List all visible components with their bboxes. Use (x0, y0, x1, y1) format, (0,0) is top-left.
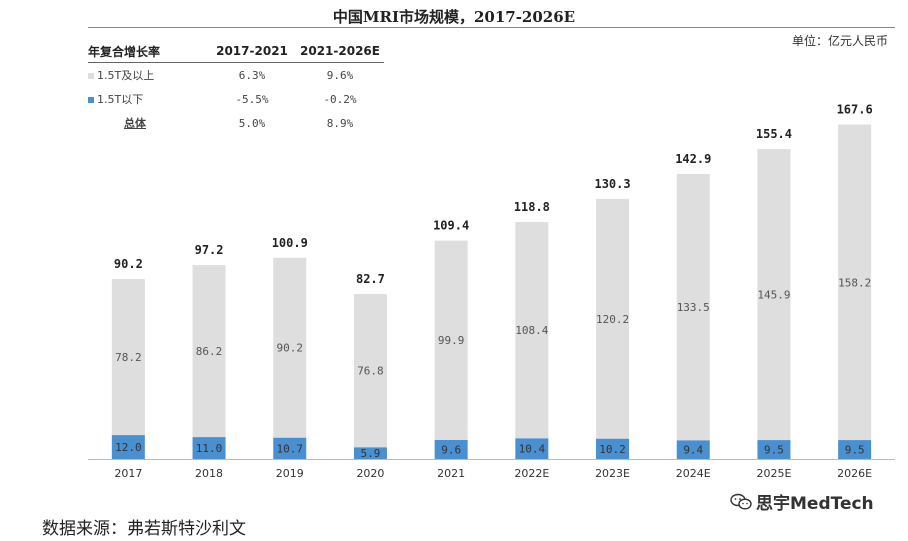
data-label-total: 100.9 (272, 236, 308, 250)
cagr-row-label-total: 总体 (124, 117, 146, 130)
bar-segment-high-field (353, 294, 387, 448)
cagr-row-label: 1.5T及以上 (97, 69, 155, 82)
x-tick-label: 2026E (837, 467, 872, 480)
data-label-total: 155.4 (756, 127, 792, 141)
data-label-total: 118.8 (514, 200, 550, 214)
x-tick-label: 2020 (356, 467, 384, 480)
bar-segment-high-field (111, 279, 145, 436)
cagr-value: 8.9% (326, 116, 354, 130)
data-label-high-field: 145.9 (757, 289, 790, 302)
source-note: 数据来源：弗若斯特沙利文 (42, 519, 246, 539)
watermark: 思宇MedTech (730, 489, 874, 514)
data-label-high-field: 108.4 (515, 324, 548, 337)
bar-segment-high-field (515, 222, 549, 439)
data-label-high-field: 158.2 (838, 276, 871, 289)
cagr-header-label: 年复合增长率 (88, 44, 161, 59)
data-label-high-field: 120.2 (596, 313, 629, 326)
x-tick-label: 2018 (195, 467, 223, 480)
bar-segment-low-field (353, 447, 387, 459)
data-label-total: 109.4 (433, 219, 469, 233)
bar-segment-low-field (596, 438, 630, 459)
title-divider (88, 27, 895, 28)
bar-segment-high-field (273, 257, 307, 438)
data-label-low-field: 9.5 (845, 444, 865, 457)
cagr-header-period-2: 2021-2026E (300, 44, 380, 58)
bar-segment-low-field (757, 440, 791, 459)
data-label-high-field: 76.8 (357, 365, 384, 378)
data-label-total: 142.9 (675, 152, 711, 166)
x-tick-label: 2024E (676, 467, 711, 480)
bar-segment-high-field (757, 149, 791, 441)
bar-segment-low-field (434, 439, 468, 459)
cagr-row: 总体 5.0% 8.9% (88, 111, 384, 135)
cagr-table: 年复合增长率 2017-2021 2021-2026E 1.5T及以上 6.3%… (88, 40, 384, 135)
data-label-low-field: 9.6 (441, 443, 461, 456)
bar-segment-low-field (515, 438, 549, 459)
x-tick-label: 2017 (114, 467, 142, 480)
chart-title: 中国MRI市场规模，2017-2026E (332, 8, 576, 26)
data-label-high-field: 99.9 (438, 334, 465, 347)
bar-segment-low-field (838, 440, 872, 459)
cagr-row: 1.5T以下 -5.5% -0.2% (88, 87, 384, 111)
cagr-header-period-1: 2017-2021 (216, 44, 288, 58)
cagr-row-label-cell: 1.5T以下 (88, 87, 208, 111)
bar-segment-high-field (434, 240, 468, 440)
bar-segment-low-field (676, 440, 710, 459)
data-label-high-field: 133.5 (677, 301, 710, 314)
bar-segment-high-field (596, 198, 630, 439)
bar-segment-high-field (676, 173, 710, 441)
bar-segment-low-field (192, 437, 226, 459)
data-label-low-field: 10.4 (519, 443, 546, 456)
cagr-row-label-cell: 总体 (88, 111, 208, 135)
data-label-low-field: 12.0 (115, 441, 142, 454)
data-label-low-field: 9.4 (683, 444, 703, 457)
cagr-row: 1.5T及以上 6.3% 9.6% (88, 63, 384, 88)
cagr-row-label: 1.5T以下 (97, 93, 144, 106)
x-tick-label: 2022E (514, 467, 549, 480)
bar-segment-low-field (273, 437, 307, 459)
data-label-low-field: 11.0 (196, 442, 223, 455)
data-label-total: 82.7 (356, 272, 385, 286)
wechat-icon (730, 493, 752, 510)
watermark-text: 思宇MedTech (756, 494, 874, 514)
data-label-low-field: 9.5 (764, 444, 784, 457)
data-label-low-field: 5.9 (361, 447, 381, 460)
cagr-value: 5.0% (238, 116, 266, 130)
data-label-low-field: 10.2 (599, 443, 626, 456)
x-tick-label: 2019 (276, 467, 304, 480)
bar-segment-low-field (111, 435, 145, 459)
data-label-high-field: 86.2 (196, 345, 223, 358)
x-tick-label: 2023E (595, 467, 630, 480)
data-label-total: 90.2 (114, 257, 143, 271)
legend-swatch-high-field (88, 73, 94, 79)
cagr-row-label-cell: 1.5T及以上 (88, 63, 208, 88)
x-tick-label: 2025E (756, 467, 791, 480)
cagr-header-row: 年复合增长率 2017-2021 2021-2026E (88, 40, 384, 63)
x-tick-label: 2021 (437, 467, 465, 480)
data-label-total: 97.2 (195, 243, 224, 257)
unit-label: 单位：亿元人民币 (791, 34, 888, 48)
data-label-high-field: 78.2 (115, 351, 142, 364)
bar-segment-high-field (192, 265, 226, 438)
data-label-low-field: 10.7 (277, 442, 304, 455)
cagr-value: -5.5% (235, 92, 269, 106)
bar-segment-high-field (838, 124, 872, 441)
data-label-total: 130.3 (594, 177, 630, 191)
data-label-total: 167.6 (837, 103, 873, 117)
cagr-value: -0.2% (323, 92, 357, 106)
cagr-value: 6.3% (238, 68, 266, 82)
data-label-high-field: 90.2 (277, 342, 304, 355)
cagr-value: 9.6% (326, 68, 354, 82)
legend-swatch-low-field (88, 97, 94, 103)
